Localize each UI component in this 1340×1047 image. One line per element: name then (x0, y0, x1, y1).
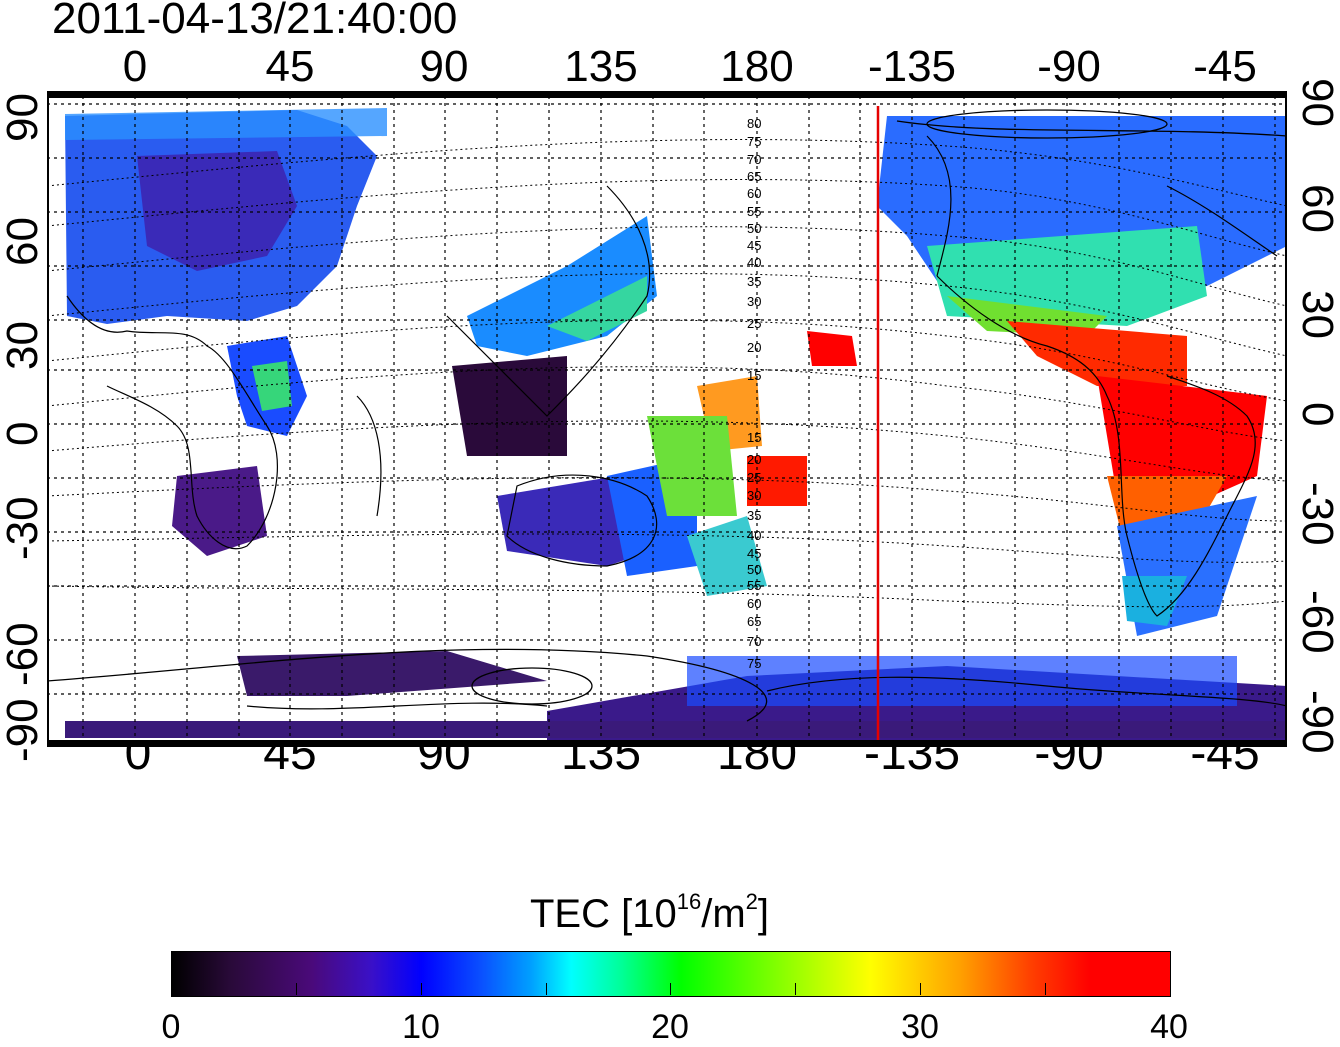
contour-label: 55 (747, 204, 761, 219)
map-title: 2011-04-13/21:40:00 (52, 0, 458, 43)
contour-label: 35 (747, 508, 761, 523)
top-tick-bar (47, 91, 1287, 96)
contour-label: 60 (747, 596, 761, 611)
right-lat-label: 60 (1293, 184, 1340, 233)
top-lon-label: 180 (720, 42, 794, 91)
top-lon-label: 0 (122, 42, 148, 91)
grid-lines (47, 96, 1287, 742)
colorbar-tick-label: 30 (901, 1008, 939, 1046)
contour-label: 20 (747, 452, 761, 467)
contour-label: 15 (747, 430, 761, 445)
contour-label: 80 (747, 116, 761, 131)
left-lat-label: 60 (0, 217, 47, 266)
tec-region-pacific-green (647, 416, 737, 516)
top-lon-label: 90 (419, 42, 469, 91)
colorbar-tick-label: 20 (651, 1008, 689, 1046)
contour-label: 25 (747, 470, 761, 485)
contour-labels-upper: 80 75 70 65 60 55 50 45 40 35 30 25 20 1… (747, 116, 761, 383)
colorbar (171, 951, 1171, 997)
top-lon-label: -90 (1037, 42, 1101, 91)
top-lon-label: -135 (867, 42, 957, 91)
contour-label: 45 (747, 238, 761, 253)
right-lat-label: -30 (1293, 482, 1340, 546)
tec-region-south-band (65, 721, 1287, 738)
left-lat-label: 30 (0, 321, 47, 370)
colorbar-major-tick (920, 983, 921, 995)
contour-label: 65 (747, 614, 761, 629)
top-lon-label: -45 (1193, 42, 1257, 91)
left-lat-label: -30 (0, 496, 47, 560)
contour-label: 40 (747, 255, 761, 270)
right-lat-label: 30 (1293, 290, 1340, 339)
right-lat-label: 0 (1293, 402, 1340, 427)
colorbar-tick-label: 10 (402, 1008, 440, 1046)
magnetic-contours-solid (47, 109, 1287, 722)
colorbar-minor-tick (296, 983, 297, 995)
contour-label: 50 (747, 221, 761, 236)
magnetic-contours (47, 139, 1287, 608)
contour-label: 50 (747, 562, 761, 577)
colorbar-title-exponent: 16 (676, 888, 702, 914)
tec-map-canvas: 80 75 70 65 60 55 50 45 40 35 30 25 20 1… (47, 96, 1287, 742)
top-lon-label: 135 (564, 42, 638, 91)
tec-region-top-band (65, 108, 387, 140)
contour-label: 40 (747, 528, 761, 543)
tec-region-north-america-cyan (927, 226, 1207, 326)
colorbar-tick-label: 40 (1150, 1008, 1188, 1046)
contour-label: 70 (747, 152, 761, 167)
colorbar-title-exponent2: 2 (745, 888, 758, 914)
contour-label: 65 (747, 169, 761, 184)
contour-label: 30 (747, 488, 761, 503)
colorbar-minor-tick (1045, 983, 1046, 995)
tec-region-antarctic-blue (687, 656, 1237, 706)
colorbar-title-unit: /m (701, 892, 746, 936)
left-lat-label: -60 (0, 622, 47, 686)
left-lat-label: -90 (0, 698, 47, 762)
colorbar-title-end: ] (757, 892, 770, 936)
coastlines (66, 135, 1287, 710)
right-lat-label: -90 (1293, 690, 1340, 754)
tec-map: 80 75 70 65 60 55 50 45 40 35 30 25 20 1… (47, 96, 1287, 742)
tec-region-indian-ocean (452, 356, 567, 456)
left-lat-label: 0 (0, 421, 47, 446)
tec-region-hawaii (807, 331, 857, 366)
tec-region-africa-green (252, 361, 292, 411)
contour-label: 20 (747, 340, 761, 355)
contour-label: 35 (747, 274, 761, 289)
contour-label: 30 (747, 294, 761, 309)
tec-region-north-europe-dark (137, 151, 297, 271)
colorbar-major-tick (670, 983, 671, 995)
colorbar-major-tick (421, 983, 422, 995)
tec-region-africa-south (172, 466, 267, 556)
colorbar-title: TEC [1016/m2] (530, 888, 770, 937)
colorbar-title-text: TEC [10 (530, 892, 677, 936)
top-lon-label: 45 (265, 42, 315, 91)
right-lat-label: 90 (1293, 78, 1340, 127)
left-lat-label: 90 (0, 93, 47, 142)
tec-region-east-asia-green (547, 276, 647, 341)
contour-label: 25 (747, 316, 761, 331)
contour-label: 15 (747, 368, 761, 383)
contour-label: 75 (747, 134, 761, 149)
right-lat-label: -60 (1293, 590, 1340, 654)
tec-region-antarctic-spots (237, 651, 547, 696)
bottom-tick-bar (47, 742, 1287, 747)
colorbar-minor-tick (546, 983, 547, 995)
contour-labels-lower: 15 20 25 30 35 40 45 50 55 60 65 70 75 (747, 430, 761, 671)
colorbar-minor-tick (795, 983, 796, 995)
contour-label: 70 (747, 634, 761, 649)
contour-label: 75 (747, 656, 761, 671)
contour-label: 45 (747, 546, 761, 561)
contour-label: 60 (747, 186, 761, 201)
contour-label: 55 (747, 578, 761, 593)
colorbar-tick-label: 0 (161, 1008, 181, 1046)
